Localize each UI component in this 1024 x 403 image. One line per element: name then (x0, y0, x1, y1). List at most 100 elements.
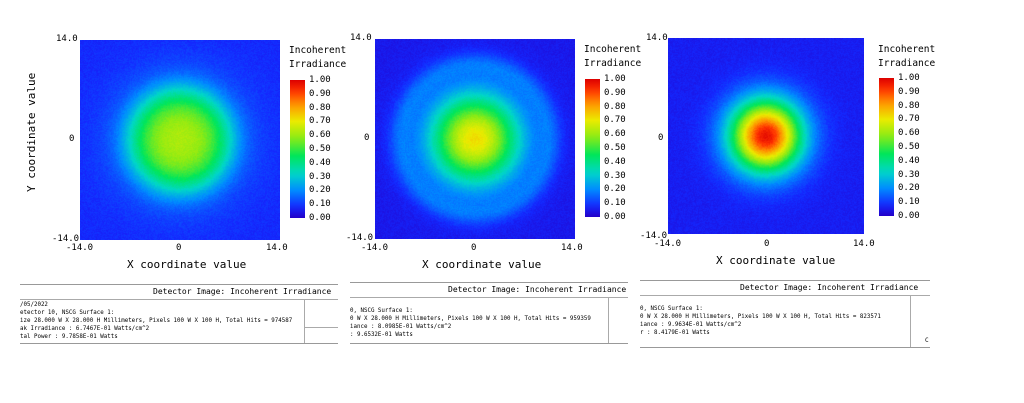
x-axis-label-2: X coordinate value (422, 258, 542, 271)
info-header-3: Detector Image: Incoherent Irradiance (740, 283, 919, 292)
x-tick-left-2: -14.0 (361, 243, 389, 253)
colorbar-tick-label: 1.00 (604, 74, 626, 84)
legend-title-line1-3: Incoherent (878, 44, 936, 55)
colorbar-tick-label: 0.50 (898, 142, 920, 152)
info-box-1: Detector Image: Incoherent Irradiance /0… (20, 284, 338, 344)
info-vdivider-2 (608, 298, 609, 343)
colorbar-tick-label: 0.00 (309, 213, 331, 223)
legend-title-1: Incoherent Irradiance (289, 44, 346, 72)
legend-title-3: Incoherent Irradiance (878, 43, 935, 71)
info-line-1-4: tal Power : 9.7858E-01 Watts (20, 334, 118, 340)
info-corner-letter-3: C (925, 337, 929, 344)
info-line-3-2: 0 W X 28.000 H Millimeters, Pixels 100 W… (640, 314, 881, 320)
colorbar-tick-label: 0.70 (309, 116, 331, 127)
colorbar-tick-label: 0.70 (604, 115, 626, 126)
x-tick-mid-1: 0 (176, 243, 182, 253)
panel-3: 14.0 0 -14.0 -14.0 0 14.0 X coordinate v… (640, 0, 1024, 403)
heatmap-3 (668, 38, 864, 234)
colorbar-tick-label: 0.90 (898, 86, 920, 97)
info-vdivider-3 (910, 296, 911, 347)
colorbar-tick-label: 0.60 (604, 129, 626, 140)
y-tick-mid-1: 0 (69, 134, 75, 144)
x-tick-mid-3: 0 (764, 239, 770, 249)
colorbar-tick-label: 0.00 (604, 212, 626, 222)
colorbar-tick-label: 0.30 (898, 169, 920, 180)
colorbar-tick-label: 0.90 (309, 88, 331, 99)
colorbar-tick-label: 0.90 (604, 87, 626, 98)
colorbar-tick-label: 0.50 (309, 144, 331, 154)
info-line-2-1: 0, NSCG Surface 1: (350, 308, 413, 314)
y-axis-label-1: Y coordinate value (25, 72, 38, 192)
info-line-1-0: /05/2022 (20, 302, 48, 308)
y-tick-top-3: 14.0 (646, 33, 668, 43)
info-hdivider-1 (304, 327, 338, 328)
info-line-1-2: ize 28.000 W X 28.000 H Millimeters, Pix… (20, 318, 293, 324)
info-line-2-4: : 9.6532E-01 Watts (350, 332, 413, 338)
y-tick-mid-3: 0 (658, 133, 664, 143)
x-tick-right-1: 14.0 (266, 243, 288, 253)
x-tick-mid-2: 0 (471, 243, 477, 253)
x-tick-right-2: 14.0 (561, 243, 583, 253)
colorbar-tick-label: 1.00 (309, 75, 331, 85)
colorbar-tick-label: 0.60 (309, 130, 331, 141)
heatmap-1 (80, 40, 280, 240)
legend-title-line2-2: Irradiance (584, 58, 642, 69)
colorbar-tick-label: 0.80 (309, 102, 331, 113)
y-tick-top-2: 14.0 (350, 33, 372, 43)
legend-title-line1-1: Incoherent (289, 45, 347, 56)
colorbar-tick-label: 0.70 (898, 114, 920, 125)
info-line-1-1: etector 10, NSCG Surface 1: (20, 310, 115, 316)
y-tick-bottom-3: -14.0 (640, 231, 668, 241)
colorbar-3 (879, 78, 894, 216)
colorbar-tick-label: 0.20 (309, 185, 331, 196)
info-box-2: Detector Image: Incoherent Irradiance 0,… (350, 282, 628, 344)
info-vdivider-1 (304, 300, 305, 343)
x-tick-left-3: -14.0 (654, 239, 682, 249)
colorbar-tick-label: 0.20 (604, 184, 626, 195)
panel-1: 14.0 0 -14.0 -14.0 0 14.0 X coordinate v… (0, 0, 346, 403)
colorbar-tick-label: 0.10 (309, 199, 331, 210)
colorbar-tick-label: 0.80 (898, 100, 920, 111)
colorbar-tick-label: 0.20 (898, 183, 920, 194)
x-tick-right-3: 14.0 (853, 239, 875, 249)
legend-title-line2-3: Irradiance (878, 58, 936, 69)
colorbar-tick-label: 0.00 (898, 211, 920, 221)
colorbar-tick-label: 0.40 (898, 155, 920, 166)
info-line-3-1: 0, NSCG Surface 1: (640, 306, 703, 312)
info-divider-2 (350, 297, 628, 298)
info-header-2: Detector Image: Incoherent Irradiance (448, 285, 627, 294)
y-tick-bottom-1: -14.0 (52, 234, 80, 244)
legend-title-line1-2: Incoherent (584, 44, 642, 55)
colorbar-tick-label: 0.10 (604, 198, 626, 209)
info-line-1-3: ak Irradiance : 6.7467E-01 Watts/cm^2 (20, 326, 150, 332)
info-line-3-3: iance : 9.9634E-01 Watts/cm^2 (640, 322, 742, 328)
info-line-3-4: r : 8.4179E-01 Watts (640, 330, 710, 336)
info-line-2-3: iance : 8.0985E-01 Watts/cm^2 (350, 324, 452, 330)
y-tick-bottom-2: -14.0 (346, 233, 374, 243)
colorbar-tick-label: 0.60 (898, 128, 920, 139)
legend-title-line2-1: Irradiance (289, 59, 347, 70)
info-box-3: Detector Image: Incoherent Irradiance 0,… (640, 280, 930, 348)
colorbar-tick-label: 0.30 (604, 170, 626, 181)
legend-title-2: Incoherent Irradiance (584, 43, 641, 71)
colorbar-tick-label: 0.80 (604, 101, 626, 112)
colorbar-tick-label: 0.30 (309, 171, 331, 182)
info-header-1: Detector Image: Incoherent Irradiance (153, 287, 332, 296)
colorbar-1 (290, 80, 305, 218)
colorbar-tick-label: 0.50 (604, 143, 626, 153)
x-axis-label-1: X coordinate value (127, 258, 247, 271)
y-tick-mid-2: 0 (364, 133, 370, 143)
heatmap-2 (375, 39, 575, 239)
colorbar-tick-label: 1.00 (898, 73, 920, 83)
info-divider-3 (640, 295, 930, 296)
info-divider-1 (20, 299, 338, 300)
colorbar-tick-label: 0.10 (898, 197, 920, 208)
colorbar-tick-label: 0.40 (309, 157, 331, 168)
colorbar-tick-label: 0.40 (604, 156, 626, 167)
panel-2: 14.0 0 -14.0 -14.0 0 14.0 X coordinate v… (340, 0, 641, 403)
colorbar-2 (585, 79, 600, 217)
y-tick-top-1: 14.0 (56, 34, 78, 44)
info-line-2-2: 0 W X 28.000 H Millimeters, Pixels 100 W… (350, 316, 591, 322)
x-tick-left-1: -14.0 (66, 243, 94, 253)
